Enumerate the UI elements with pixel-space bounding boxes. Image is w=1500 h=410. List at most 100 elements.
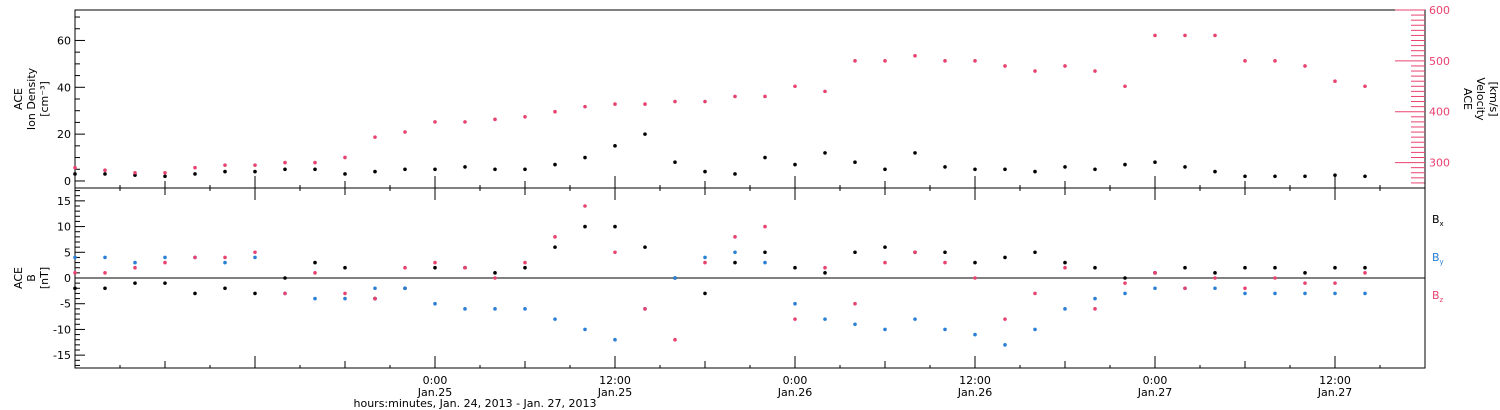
bx-point (1243, 265, 1247, 270)
density-point (283, 167, 287, 172)
density-point (1003, 167, 1007, 172)
bz-point (373, 296, 377, 301)
legend-by: By (1432, 251, 1444, 266)
bz-point (1273, 276, 1277, 280)
by-point (1123, 291, 1127, 296)
density-point (1213, 169, 1217, 174)
by-point (403, 286, 407, 291)
time-axis-labels: 0:00Jan.2512:00Jan.250:00Jan.2612:00Jan.… (417, 374, 1352, 399)
bx-point (1333, 265, 1337, 270)
density-point (1303, 174, 1307, 179)
bx-point (1033, 250, 1037, 255)
by-point (733, 250, 737, 255)
velocity-point (103, 168, 107, 172)
legend-bx-sub: x (1440, 220, 1444, 228)
velocity-point (1363, 84, 1367, 89)
by-point (223, 260, 227, 265)
velocity-point (283, 160, 287, 165)
by-point (823, 317, 827, 321)
velocity-point (823, 89, 827, 94)
density-point (103, 172, 107, 176)
panel1-data-points (73, 33, 1367, 179)
bx-point (553, 245, 557, 249)
density-point (433, 167, 437, 172)
bz-point (1003, 317, 1007, 321)
density-axis-label-line3: [cm⁻³] (38, 81, 51, 117)
bz-point (493, 276, 497, 280)
velocity-point (253, 163, 257, 167)
velocity-axis-label-line1: ACE (1461, 88, 1474, 110)
bx-point (1273, 265, 1277, 270)
bx-point (973, 260, 977, 265)
bx-point (613, 224, 617, 229)
density-point (613, 144, 617, 148)
velocity-point (343, 155, 347, 160)
density-point (1153, 160, 1157, 165)
legend-bz-main: B (1432, 289, 1440, 302)
velocity-point (883, 59, 887, 63)
date-tick-label: Jan.27 (1317, 386, 1352, 399)
bz-point (1363, 271, 1367, 275)
density-point (643, 132, 647, 136)
velocity-point (913, 53, 917, 58)
velocity-point (1123, 84, 1127, 89)
bz-point (883, 260, 887, 265)
by-point (373, 286, 377, 291)
b-tick-label: 5 (64, 246, 71, 259)
by-point (73, 255, 77, 260)
time-tick-label: 0:00 (423, 374, 448, 387)
velocity-point (163, 170, 167, 175)
bz-point (223, 255, 227, 260)
bx-point (1003, 255, 1007, 260)
svg-text:Bx: Bx (1432, 213, 1444, 228)
density-point (313, 167, 317, 172)
velocity-point (703, 99, 707, 104)
velocity-point (223, 163, 227, 167)
density-point (793, 162, 797, 167)
bz-point (1243, 286, 1247, 291)
bz-point (283, 291, 287, 296)
bx-point (313, 260, 317, 265)
by-point (1093, 296, 1097, 301)
velocity-point (943, 59, 947, 63)
velocity-point (583, 104, 587, 109)
by-point (673, 276, 677, 280)
bz-point (433, 260, 437, 265)
bz-point (193, 255, 197, 260)
bx-point (853, 250, 857, 255)
bz-point (1033, 291, 1037, 296)
density-point (763, 155, 767, 160)
time-tick-label: 0:00 (783, 374, 808, 387)
time-axis-ticks (74, 176, 1426, 368)
bz-point (1303, 281, 1307, 285)
by-point (133, 260, 137, 265)
density-point (823, 151, 827, 155)
bx-point (703, 291, 707, 296)
panel2-left-ticks: -15 -10 -5 0 5 10 15 (53, 190, 85, 366)
velocity-point (733, 94, 737, 99)
b-axis-label-line3: [nT] (38, 267, 51, 289)
velocity-point (1033, 69, 1037, 73)
by-point (343, 296, 347, 301)
density-point (1183, 165, 1187, 169)
bz-point (763, 224, 767, 229)
density-point (1333, 173, 1337, 177)
by-point (703, 255, 707, 260)
density-point (163, 174, 167, 179)
bx-point (1213, 271, 1217, 275)
velocity-point (793, 84, 797, 89)
density-axis-label-line2: Ion Density (25, 67, 38, 130)
bz-point (1333, 281, 1337, 285)
by-point (883, 327, 887, 332)
bx-point (343, 265, 347, 270)
density-point (973, 167, 977, 172)
density-point (403, 167, 407, 172)
bx-point (133, 281, 137, 285)
bz-point (1093, 307, 1097, 311)
velocity-point (1153, 33, 1157, 38)
bz-point (943, 260, 947, 265)
velocity-point (403, 130, 407, 134)
bz-point (403, 265, 407, 270)
bx-point (733, 260, 737, 265)
